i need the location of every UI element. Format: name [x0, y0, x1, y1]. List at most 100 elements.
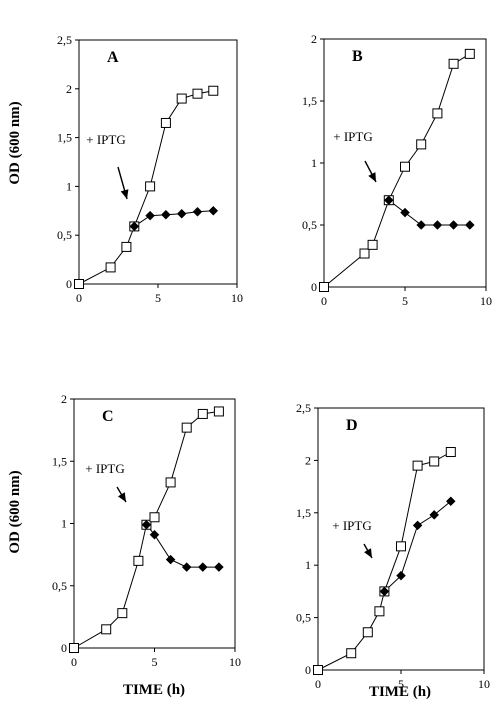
x-tick-label: 0	[315, 677, 321, 691]
panel-c: 0 0,5 1 1,5 2 0 5 10 C + IPTG	[52, 392, 241, 669]
panel-d: 0 0,5 1 1,5 2 2,5 0 5 10 D + IPTG	[296, 401, 490, 691]
data-point-open-square	[165, 477, 176, 488]
x-axis-title-left: TIME (h)	[123, 682, 185, 698]
data-point-open-square	[374, 606, 385, 617]
data-point-filled-diamond	[400, 207, 410, 218]
x-tick-label: 10	[229, 655, 241, 669]
data-point-open-square	[208, 85, 219, 96]
iptg-arrow-head	[368, 172, 376, 182]
data-point-filled-diamond	[141, 519, 152, 530]
data-point-filled-diamond	[214, 562, 224, 572]
y-tick-label: 0	[311, 280, 317, 294]
x-tick-label: 0	[76, 291, 82, 305]
iptg-annotation: + IPTG	[333, 129, 372, 144]
data-point-filled-diamond	[432, 220, 443, 230]
data-point-open-square	[197, 408, 208, 419]
chart-panels: 0 0,5 1 1,5 2 2,5 0 5 10 A + IPTG 0 0,5 1 1,5 2 0 5 10 B + I…	[52, 32, 492, 691]
y-tick-label: 1,5	[52, 454, 67, 468]
y-tick-label: 0,5	[296, 611, 311, 625]
iptg-annotation: + IPTG	[85, 461, 124, 476]
data-point-open-square	[464, 48, 475, 59]
data-point-open-square	[105, 262, 116, 273]
data-point-filled-diamond	[181, 562, 192, 572]
data-point-open-square	[213, 406, 224, 417]
y-axis-title-bottom: OD (600 nm)	[7, 470, 23, 553]
panel-letter: B	[352, 48, 363, 65]
data-point-open-square	[448, 58, 459, 69]
data-point-filled-diamond	[445, 496, 456, 507]
y-tick-label: 1,5	[57, 131, 72, 145]
series-line-filled-diamond	[146, 524, 219, 568]
y-tick-label: 2,5	[296, 401, 311, 415]
data-point-open-square	[176, 93, 187, 104]
y-tick-label: 0,5	[57, 228, 72, 242]
data-point-filled-diamond	[383, 195, 394, 206]
y-tick-label: 1	[61, 517, 67, 531]
y-tick-label: 0	[61, 641, 67, 655]
data-point-open-square	[313, 665, 323, 675]
data-point-open-square	[416, 139, 427, 150]
data-point-filled-diamond	[448, 220, 459, 230]
data-point-open-square	[149, 512, 160, 523]
data-point-filled-diamond	[145, 210, 155, 221]
data-point-open-square	[74, 279, 84, 289]
data-point-open-square	[400, 161, 410, 172]
data-point-open-square	[160, 117, 171, 128]
x-tick-label: 0	[321, 294, 327, 308]
panel-b: 0 0,5 1 1,5 2 0 5 10 B + IPTG	[302, 32, 492, 308]
data-point-filled-diamond	[412, 520, 423, 531]
data-point-filled-diamond	[165, 554, 176, 565]
y-axis-title-top: OD (600 nm)	[7, 101, 23, 184]
data-point-open-square	[396, 541, 406, 552]
data-point-open-square	[432, 108, 443, 119]
y-tick-label: 2	[66, 82, 72, 96]
data-point-filled-diamond	[208, 205, 219, 216]
panel-a: 0 0,5 1 1,5 2 2,5 0 5 10 A + IPTG	[57, 33, 243, 305]
y-tick-label: 1,5	[302, 94, 317, 108]
y-tick-label: 2	[305, 453, 311, 467]
data-point-open-square	[181, 422, 192, 433]
iptg-annotation: + IPTG	[332, 518, 371, 533]
iptg-arrow-head	[120, 189, 129, 199]
y-tick-label: 2,5	[57, 33, 72, 47]
data-point-filled-diamond	[379, 586, 390, 597]
data-point-open-square	[192, 88, 203, 99]
data-point-open-square	[69, 643, 79, 653]
plot-frame	[73, 398, 236, 649]
series-line-open-square	[73, 411, 219, 649]
data-point-open-square	[429, 456, 440, 467]
series-line-filled-diamond	[384, 500, 452, 592]
data-point-open-square	[367, 239, 378, 250]
y-tick-label: 2	[311, 32, 317, 46]
data-point-filled-diamond	[129, 221, 140, 232]
data-point-filled-diamond	[192, 206, 203, 217]
panel-letter: A	[107, 49, 119, 66]
data-point-open-square	[101, 624, 112, 635]
data-point-filled-diamond	[416, 220, 427, 230]
x-tick-label: 10	[231, 291, 243, 305]
data-point-open-square	[145, 181, 156, 192]
y-tick-label: 0	[66, 277, 72, 291]
y-tick-label: 0,5	[52, 579, 67, 593]
y-tick-label: 1	[66, 179, 72, 193]
data-point-filled-diamond	[176, 208, 187, 219]
data-point-open-square	[445, 447, 456, 458]
data-point-filled-diamond	[149, 529, 160, 540]
series-line-filled-diamond	[134, 210, 214, 227]
data-point-open-square	[117, 608, 128, 619]
data-point-open-square	[412, 460, 423, 471]
data-point-filled-diamond	[161, 209, 171, 220]
plot-frame	[317, 407, 485, 671]
series-line-open-square	[323, 53, 471, 288]
x-tick-label: 0	[71, 655, 77, 669]
data-point-open-square	[346, 648, 357, 659]
data-point-filled-diamond	[197, 562, 208, 572]
x-tick-label: 5	[155, 291, 161, 305]
x-axis-title-right: TIME (h)	[369, 684, 431, 700]
iptg-annotation: + IPTG	[86, 132, 125, 147]
data-point-filled-diamond	[396, 570, 406, 581]
data-point-open-square	[359, 248, 370, 259]
x-tick-label: 5	[152, 655, 158, 669]
series-line-open-square	[317, 451, 452, 671]
